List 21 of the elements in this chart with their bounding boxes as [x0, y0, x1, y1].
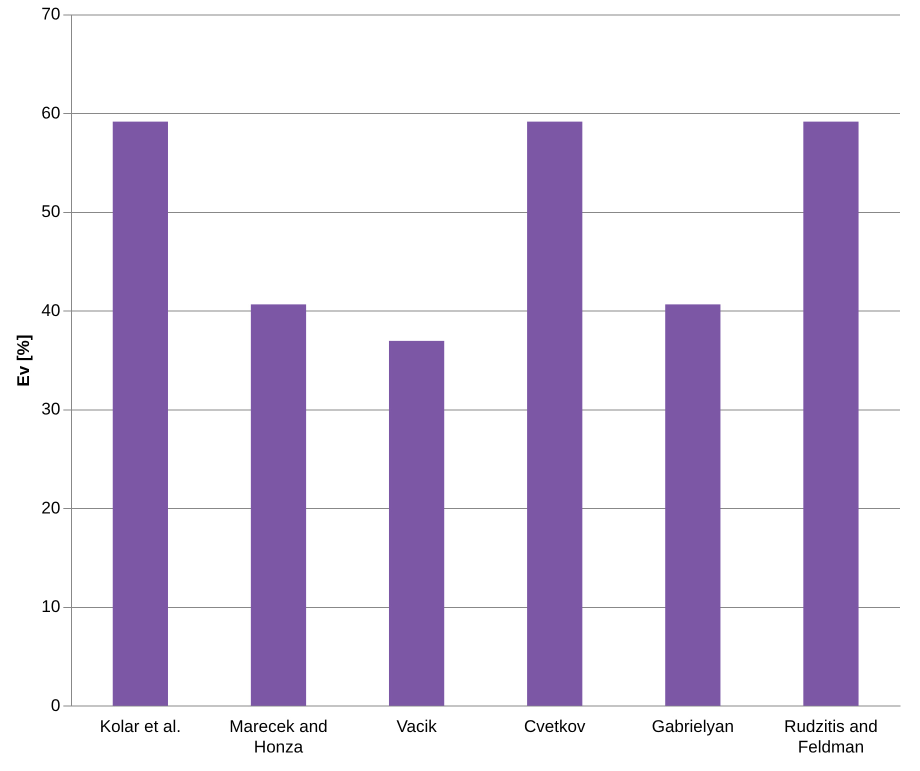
- x-tick-label: Cvetkov: [524, 717, 586, 736]
- bar: [250, 304, 306, 706]
- y-tick-label: 20: [41, 498, 60, 518]
- y-axis-title: Ev [%]: [14, 334, 33, 387]
- y-tick-label: 10: [41, 597, 60, 616]
- y-tick-label: 50: [41, 202, 60, 222]
- bar: [527, 122, 582, 706]
- y-tick-label: 40: [41, 300, 60, 320]
- x-tick-label: Vacik: [396, 717, 438, 736]
- bar: [388, 340, 444, 706]
- y-tick-label: 60: [41, 103, 60, 122]
- bar: [112, 122, 168, 706]
- y-tick-label: 70: [41, 4, 60, 24]
- x-tick-label: Rudzitis and Feldman: [784, 717, 878, 756]
- x-tick-label: Kolar et al.: [100, 717, 181, 736]
- x-tick-label: Gabrielyan: [652, 717, 734, 736]
- x-tick-label: Marecek and Honza: [229, 717, 328, 756]
- bar: [665, 304, 720, 706]
- y-tick-label: 30: [41, 400, 60, 419]
- bar: [803, 122, 859, 706]
- y-tick-label: 0: [50, 696, 60, 715]
